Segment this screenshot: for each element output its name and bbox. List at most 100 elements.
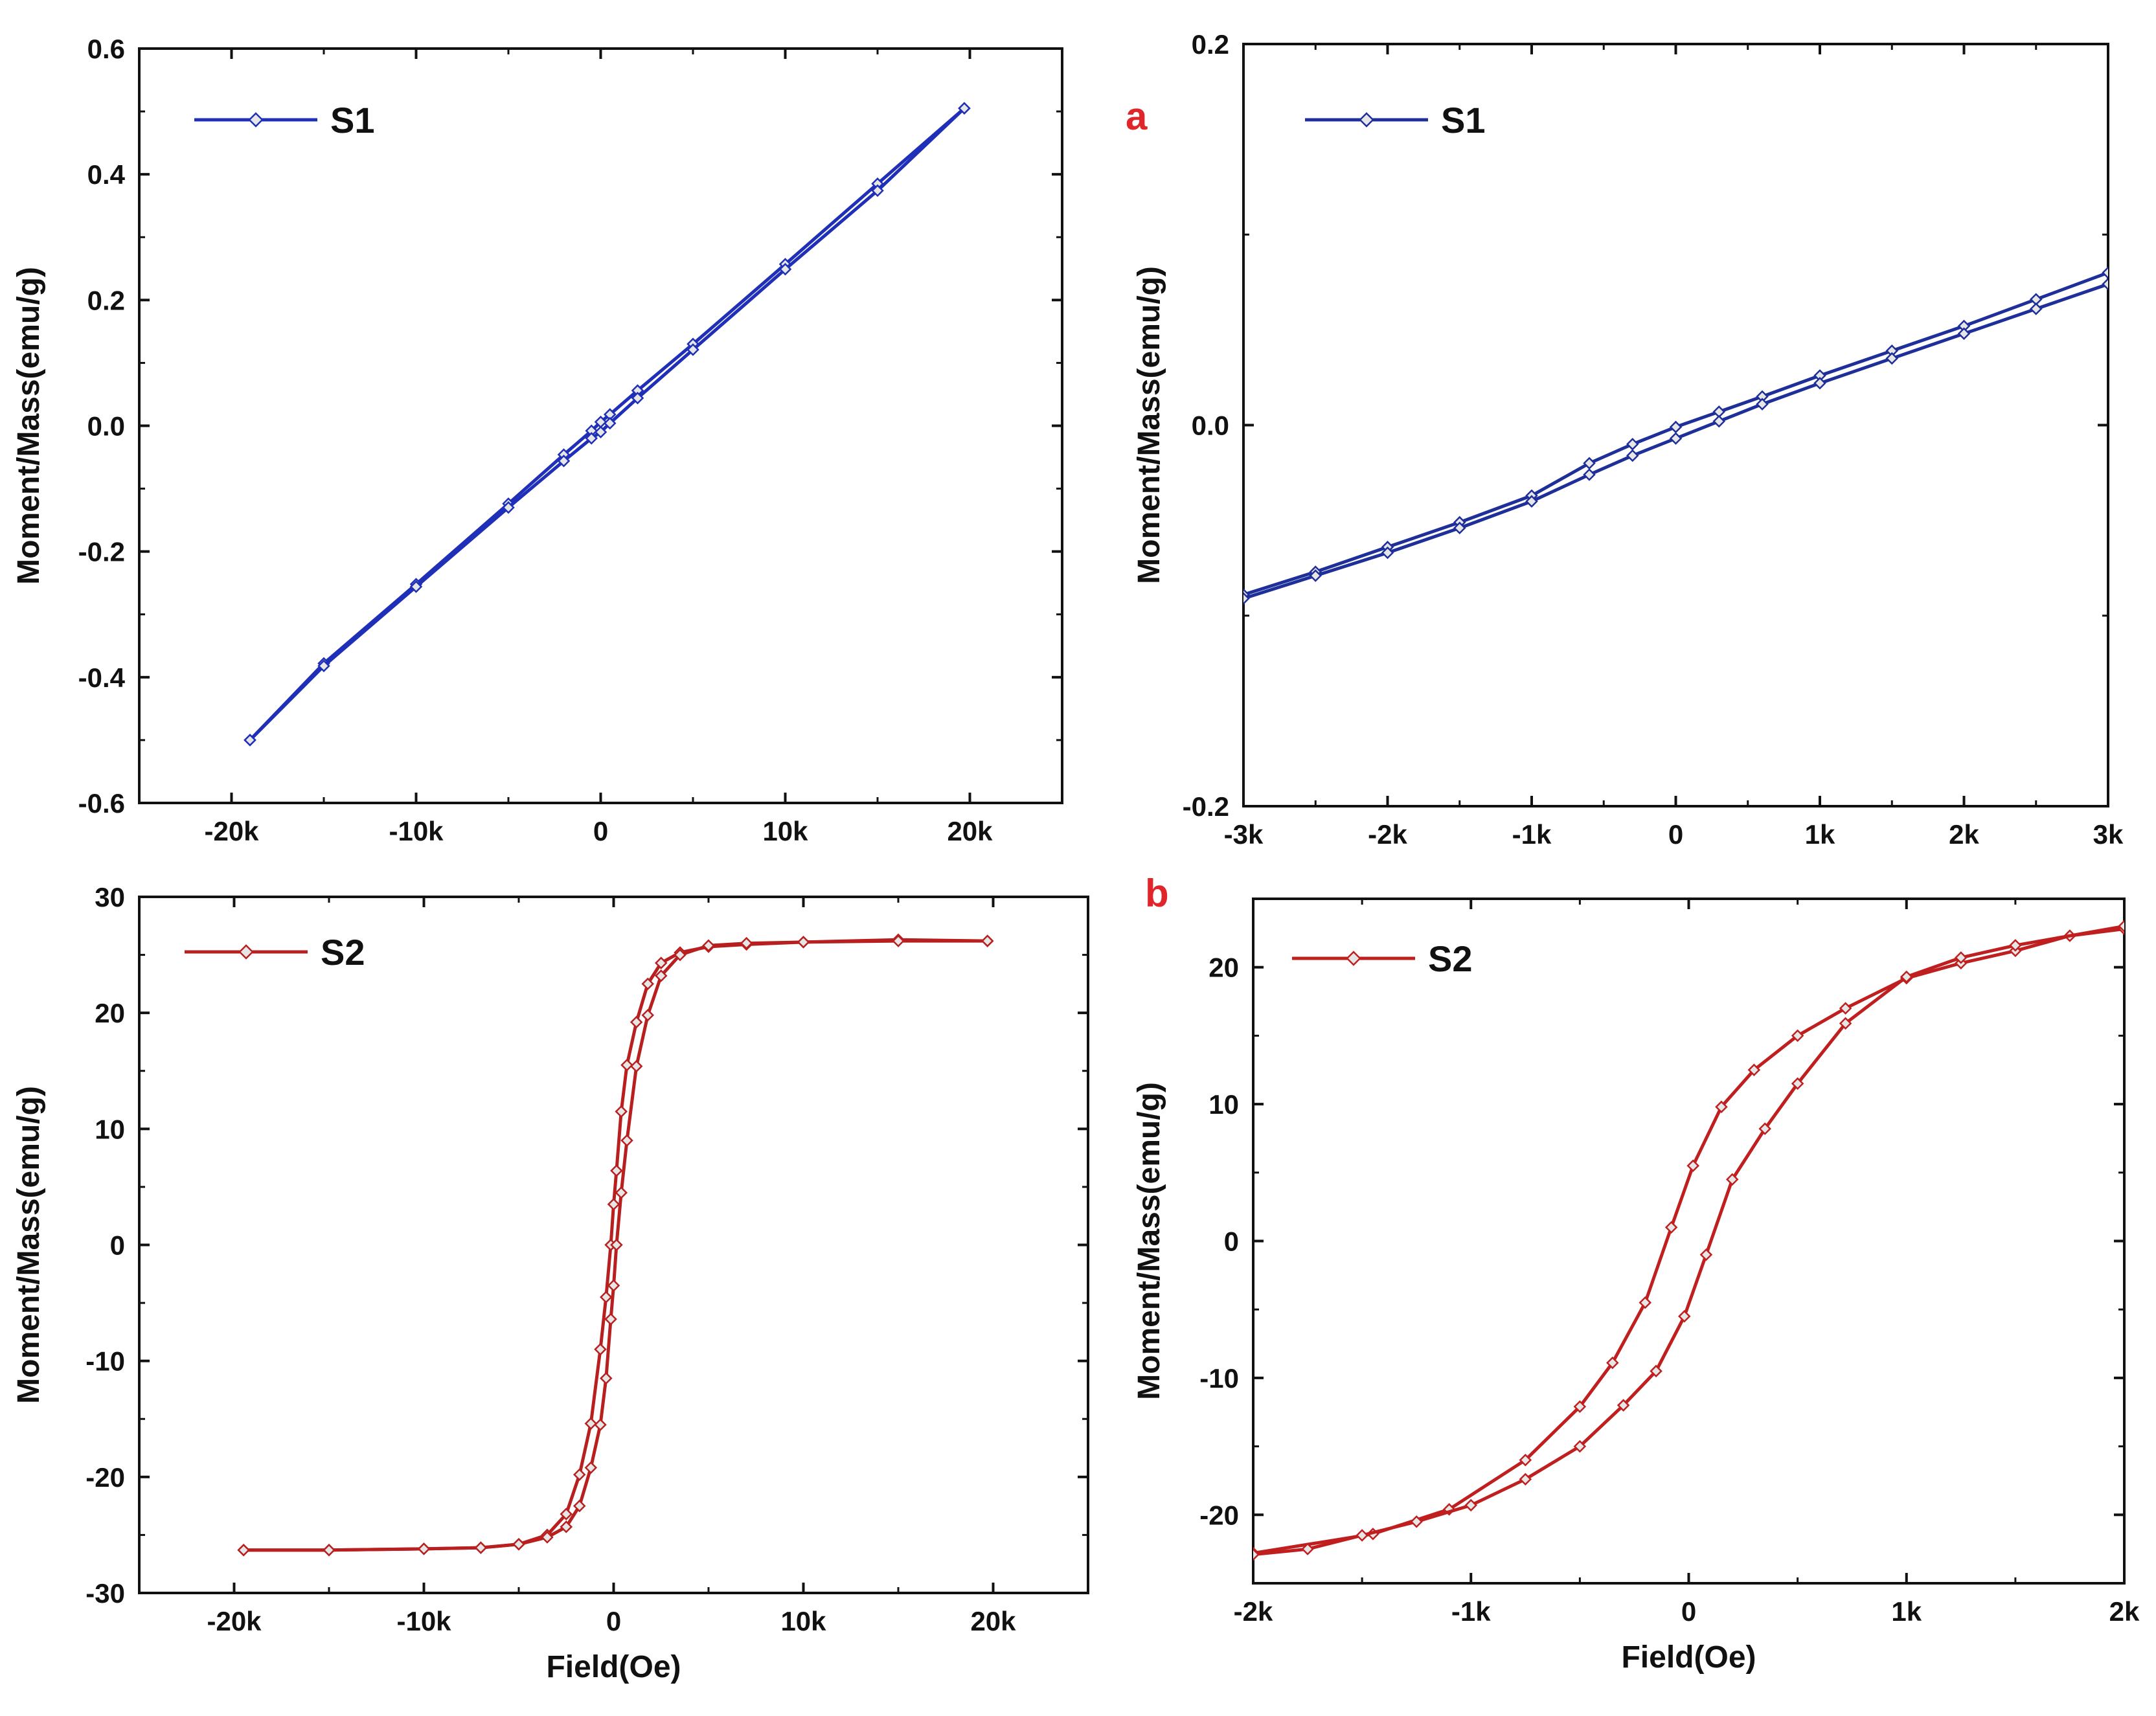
y-tick-label: 0.4 xyxy=(87,159,126,190)
y-tick-label: 0.2 xyxy=(87,285,125,315)
data-point-marker xyxy=(409,580,423,593)
data-point-marker xyxy=(615,1186,628,1199)
x-tick-label: 1k xyxy=(1805,819,1835,850)
plot-area xyxy=(244,102,971,747)
x-tick-label: 2k xyxy=(1949,819,1979,850)
data-point-marker xyxy=(620,1059,633,1072)
data-point-marker xyxy=(560,1520,573,1533)
data-point-marker xyxy=(1955,951,1968,964)
data-point-marker xyxy=(560,1507,573,1520)
x-tick-label: -10k xyxy=(396,1606,451,1636)
y-tick-label: -10 xyxy=(85,1346,125,1377)
data-point-marker xyxy=(474,1541,488,1554)
data-point-marker xyxy=(2102,266,2108,279)
data-point-marker xyxy=(641,1008,655,1022)
y-axis-label: Moment/Mass(emu/g) xyxy=(12,267,46,585)
data-point-marker xyxy=(1410,1515,1423,1528)
data-point-marker xyxy=(2102,277,2108,291)
x-axis-label: Field(Oe) xyxy=(546,1650,681,1684)
data-point-marker xyxy=(958,102,971,115)
data-point-marker xyxy=(502,501,515,514)
data-point-marker xyxy=(1715,1100,1728,1114)
data-point-marker xyxy=(1650,1364,1662,1378)
data-point-marker xyxy=(1519,1473,1532,1486)
data-point-marker xyxy=(1381,546,1394,559)
data-point-marker xyxy=(1686,1159,1699,1172)
x-tick-label: -10k xyxy=(389,816,444,846)
data-point-marker xyxy=(797,936,810,949)
data-point-marker xyxy=(1791,1029,1804,1043)
x-tick-label: -2k xyxy=(1234,1596,1273,1627)
data-point-marker xyxy=(1758,1122,1771,1135)
data-point-marker xyxy=(981,934,994,947)
plot-area xyxy=(237,933,994,1557)
data-point-marker xyxy=(594,1342,607,1356)
data-point-marker xyxy=(1253,1548,1260,1561)
data-point-marker xyxy=(317,659,330,673)
y-tick-label: 20 xyxy=(1208,953,1239,983)
y-tick-label: 10 xyxy=(1208,1089,1239,1120)
panel-letter-b: b xyxy=(1145,872,1169,915)
data-point-marker xyxy=(702,939,715,953)
data-point-marker xyxy=(512,1537,525,1551)
data-point-marker xyxy=(778,262,792,276)
data-point-marker xyxy=(630,1015,643,1029)
data-point-marker xyxy=(631,392,644,405)
y-tick-label: 0.0 xyxy=(87,411,125,442)
chart-panel-s2-full: -20k -10k 0 10k 20k -30 -20 -10 0 10 20 30 Moment/Ma… xyxy=(12,882,1089,1684)
legend-label: S2 xyxy=(1428,938,1473,979)
data-point-marker xyxy=(573,1468,586,1482)
data-point-marker xyxy=(607,1198,620,1211)
data-point-marker xyxy=(615,1105,628,1118)
x-tick-label: 0 xyxy=(593,816,608,846)
data-point-marker xyxy=(1606,1356,1619,1370)
x-tick-label: 20k xyxy=(970,1606,1016,1636)
data-point-marker xyxy=(557,455,571,468)
legend-label: S2 xyxy=(321,932,365,973)
data-point-marker xyxy=(1664,1221,1678,1234)
data-point-marker xyxy=(1725,1173,1739,1186)
panel-letter-a: a xyxy=(1126,95,1148,138)
data-point-marker xyxy=(1573,1400,1587,1414)
data-point-marker xyxy=(1678,1310,1691,1323)
y-tick-label: -0.6 xyxy=(78,788,125,818)
y-tick-label: -0.2 xyxy=(1183,791,1229,822)
data-point-marker xyxy=(630,1059,643,1073)
data-point-marker xyxy=(585,432,598,445)
data-point-marker xyxy=(600,1372,613,1385)
data-point-marker xyxy=(871,184,884,198)
data-point-marker xyxy=(1573,1439,1587,1453)
data-point-marker xyxy=(610,1164,623,1177)
x-tick-label: 1k xyxy=(1891,1596,1922,1627)
y-tick-label: -0.2 xyxy=(78,537,125,567)
data-point-marker xyxy=(620,1134,633,1147)
legend-label: S1 xyxy=(330,100,375,141)
data-point-marker xyxy=(654,969,668,982)
x-axis-label: Field(Oe) xyxy=(1621,1640,1756,1675)
data-point-marker xyxy=(1747,1063,1761,1077)
x-tick-label: 10k xyxy=(762,816,808,846)
data-point-marker xyxy=(604,1313,617,1326)
data-point-marker xyxy=(584,1461,598,1474)
data-point-marker xyxy=(1301,1542,1314,1555)
data-point-marker xyxy=(1453,521,1466,535)
y-tick-label: 0 xyxy=(1224,1226,1239,1257)
data-point-marker xyxy=(237,1543,250,1557)
legend-marker xyxy=(248,112,264,128)
data-point-marker xyxy=(1791,1077,1804,1090)
data-point-marker xyxy=(1519,1453,1532,1467)
data-point-marker xyxy=(892,934,905,947)
data-point-marker xyxy=(674,948,687,962)
legend-label: S1 xyxy=(1441,100,1486,141)
y-tick-label: -10 xyxy=(1199,1363,1239,1394)
data-point-marker xyxy=(2009,939,2022,952)
y-tick-label: 0.0 xyxy=(1192,411,1229,441)
legend-marker xyxy=(1359,112,1374,128)
data-point-marker xyxy=(600,1291,613,1304)
y-axis-label: Moment/Mass(emu/g) xyxy=(12,1086,46,1404)
data-point-marker xyxy=(1626,449,1639,462)
data-point-marker xyxy=(417,1542,431,1555)
y-tick-label: 0 xyxy=(110,1230,125,1261)
